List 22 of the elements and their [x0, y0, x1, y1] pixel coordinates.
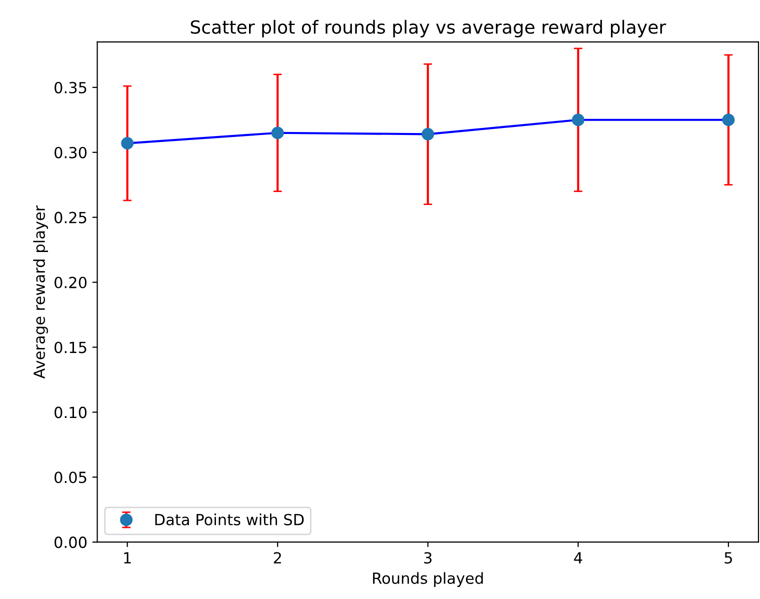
- x-tick-label: 2: [274, 552, 281, 564]
- point: [422, 128, 434, 140]
- point: [271, 126, 284, 140]
- y-tick-label: 0.35: [54, 82, 86, 94]
- chart-title: Scatter plot of rounds play vs average reward player: [190, 20, 666, 38]
- point: [121, 137, 134, 150]
- y-tick-label: 0.00: [54, 536, 87, 548]
- point: [572, 114, 584, 126]
- y-tick-label: 0.20: [54, 276, 87, 288]
- y-tick-label: 0.05: [54, 472, 86, 484]
- point: [722, 114, 735, 126]
- legend-label: Data Points with SD: [155, 514, 304, 526]
- y-tick-label: 0.25: [54, 212, 86, 224]
- y-tick-label: 0.30: [54, 146, 87, 158]
- x-axis-title: Rounds played: [373, 572, 483, 587]
- x-tick-label: 3: [424, 552, 432, 564]
- y-tick-label: 0.15: [54, 342, 86, 354]
- x-tick-label: 5: [724, 552, 732, 564]
- y-tick-label: 0.10: [54, 406, 87, 418]
- x-tick-label: 1: [124, 552, 131, 564]
- x-tick-label: 4: [574, 552, 582, 564]
- y-axis-title: Average reward player: [33, 205, 48, 379]
